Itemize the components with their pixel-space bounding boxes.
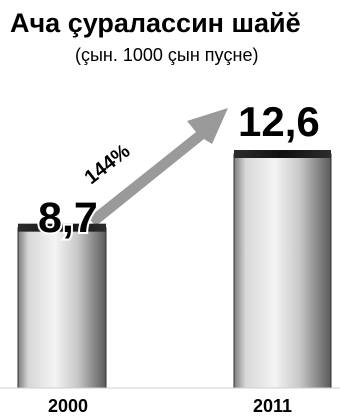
growth-percentage-label: 144% [81, 140, 135, 189]
chart-subtitle: (çын. 1000 çын пуçне) [75, 45, 259, 65]
category-label-2011: 2011 [253, 396, 292, 416]
bar-group-1: 8,7 2000 [17, 192, 107, 416]
bar-2011 [233, 153, 332, 389]
bar-2000 [17, 227, 107, 389]
growth-arrow-group: 144% [81, 108, 228, 226]
bar-group-2: 12,6 2011 [233, 96, 332, 416]
category-label-2000: 2000 [48, 396, 88, 416]
value-label-2000: 8,7 [38, 194, 98, 242]
chart-title: Ача çуралассин шайĕ [10, 8, 301, 38]
bars-group: 8,7 2000 12,6 2011 [17, 96, 332, 416]
bar-top-2000 [18, 223, 106, 232]
value-label-2011: 12,6 [238, 98, 320, 145]
bar-top-2011 [234, 150, 331, 158]
growth-arrow [88, 108, 228, 226]
